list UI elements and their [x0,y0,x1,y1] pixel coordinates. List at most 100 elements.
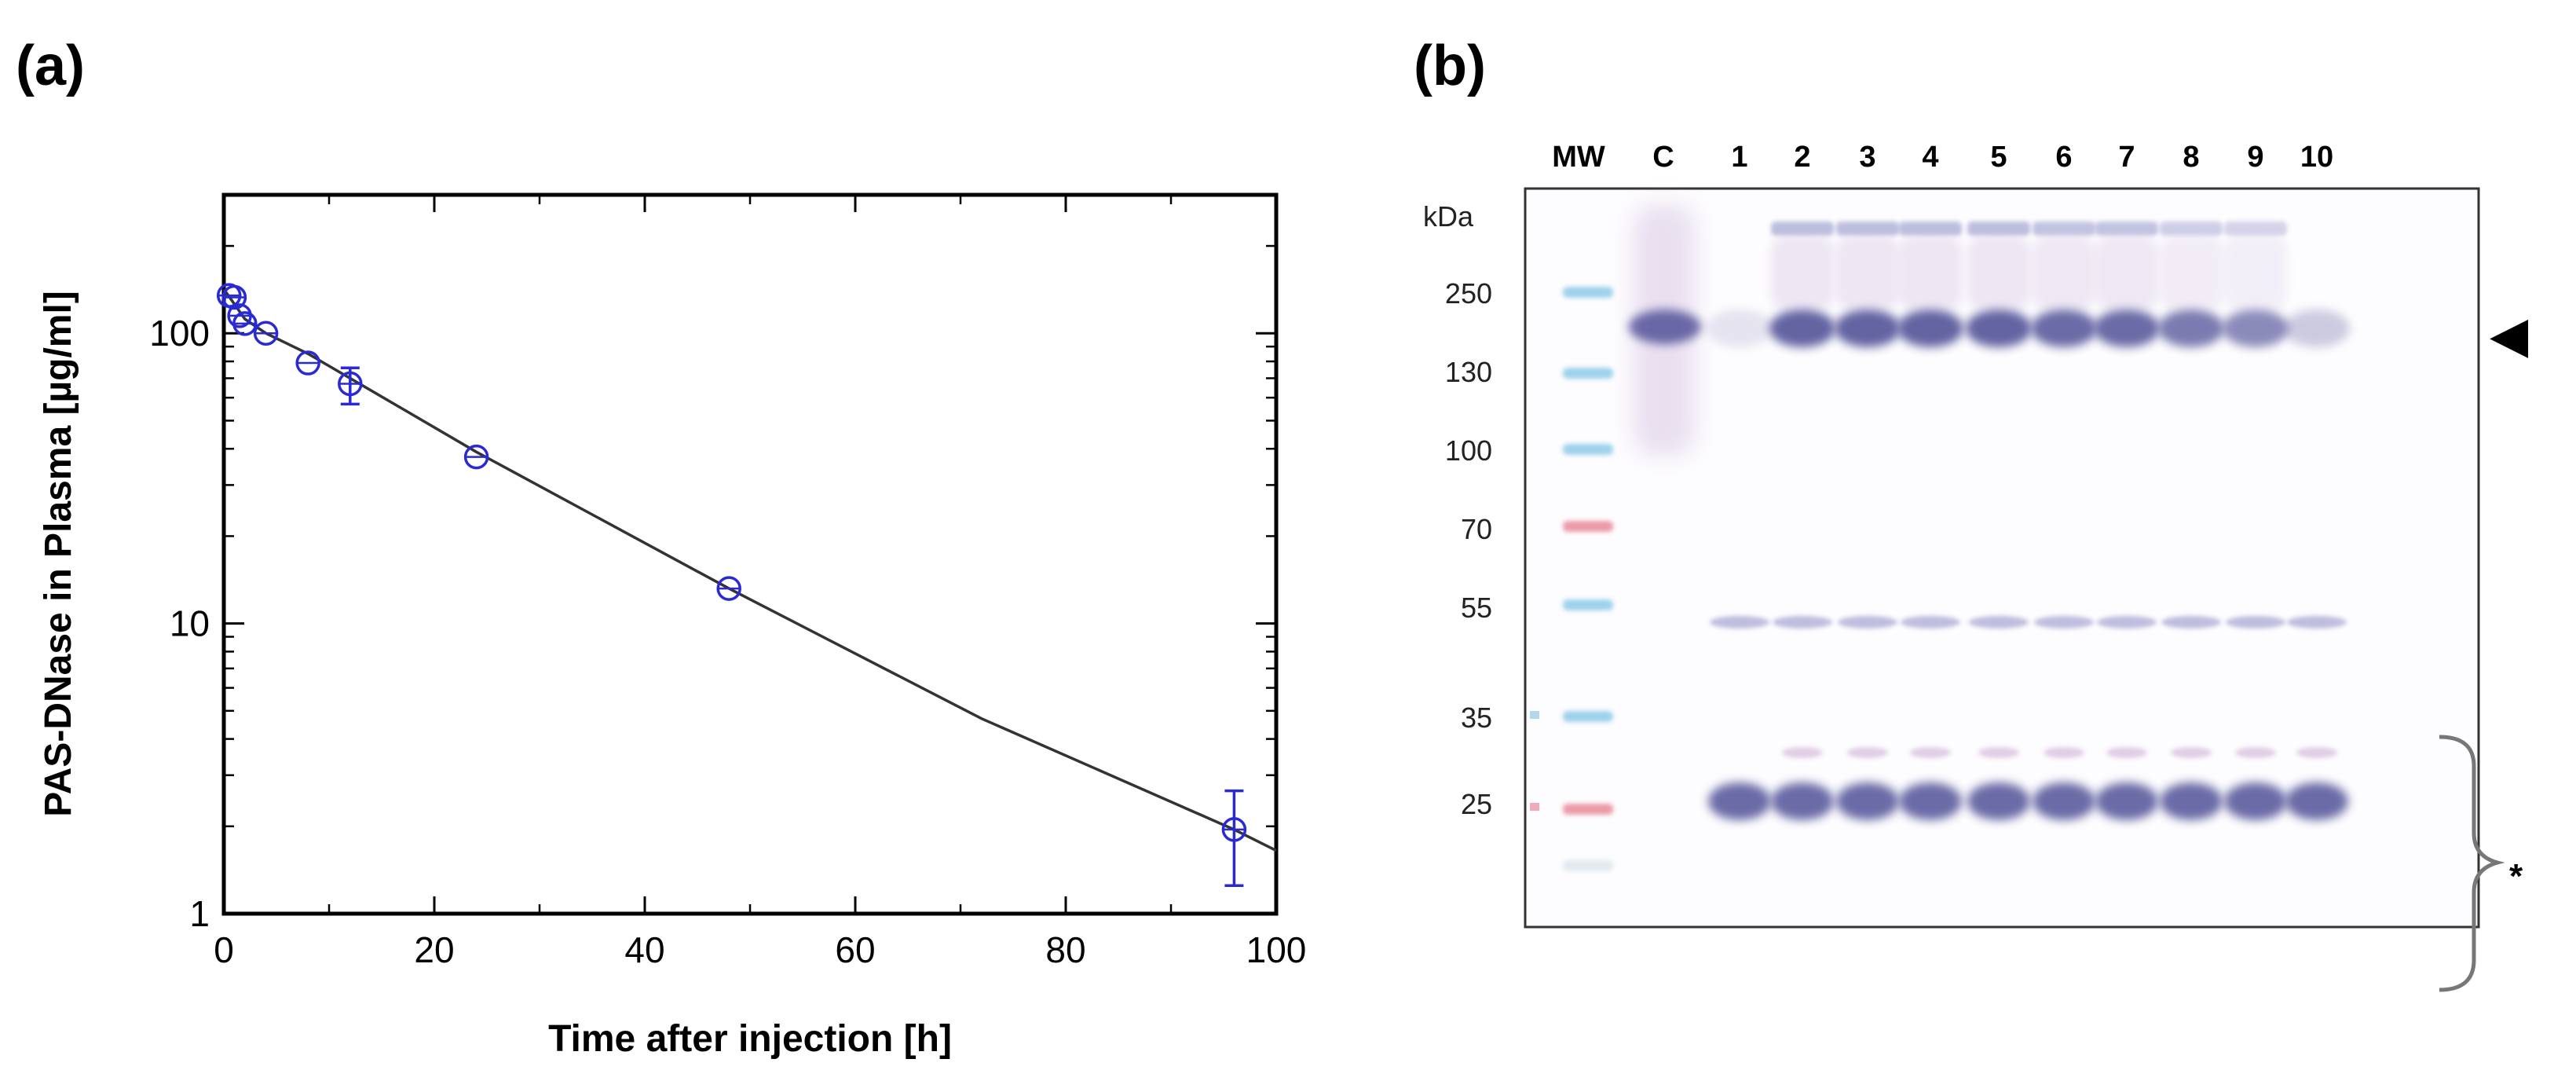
mw-marker-label: 70 [1461,513,1492,545]
lower-band [2095,782,2158,820]
lower-band [1836,782,1899,820]
plot-frame [221,192,1279,916]
top-band [2033,222,2095,236]
faint-band [2044,747,2084,758]
top-band [1771,222,1834,236]
mid-band [1969,616,2029,628]
sample-lane [1707,310,1773,820]
panel-a-line-chart: (a) 0 20 40 60 80 100 1 10 100 Time after inject… [16,35,1306,1060]
lane-label: 4 [1922,141,1938,174]
x-tick-label: 100 [1246,929,1307,970]
mid-band [1838,616,1897,628]
x-tick-label: 40 [624,929,664,970]
lane-label: 10 [2300,141,2333,174]
top-band [1899,222,1962,236]
lane-label: 2 [1794,141,1810,174]
data-point [232,311,258,336]
top-band [1836,222,1899,236]
sample-lane [1966,222,2032,820]
mw-marker-labels: 250 130 100 70 55 35 25 [1445,277,1492,820]
lane-labels: MW C 1 2 3 4 5 6 7 8 9 10 [1552,141,2333,174]
mw-marker-label: 35 [1461,702,1492,734]
faint-band [2235,747,2276,758]
data-point [253,321,279,346]
data-point [295,350,320,376]
lane-label: 3 [1859,141,1875,174]
x-axis-label: Time after injection [h] [548,1018,952,1060]
mid-band [1773,616,1832,628]
mw-marker-label: 250 [1445,277,1492,310]
y-axis-label: PAS-DNase in Plasma [µg/ml] [38,291,79,817]
lower-band [2033,782,2095,820]
lane-smear [1899,236,1962,310]
data-point [463,444,489,470]
y-tick-label: 10 [170,603,210,644]
panel-b-label: (b) [1414,35,1486,97]
data-point [1221,789,1247,887]
mw-marker-label: 55 [1461,592,1492,624]
ladder-edge-mark [1530,711,1539,719]
axis-ticks [222,193,1278,915]
mid-band [2034,616,2094,628]
panel-a-label: (a) [16,35,85,97]
mw-marker-label: 130 [1445,356,1492,388]
mid-band [2161,616,2221,628]
faint-band [1978,747,2019,758]
top-band [2224,222,2287,236]
main-band [2031,310,2097,347]
lane-smear [2224,236,2287,310]
sample-lane [2284,310,2350,820]
lower-band [2224,782,2287,820]
lane-label: 9 [2247,141,2263,174]
lane-label: 1 [1731,141,1747,174]
ladder-band [1563,444,1613,455]
faint-band [2106,747,2147,758]
lane-label: MW [1552,141,1605,174]
mid-band [1901,616,1960,628]
main-band [1707,310,1773,347]
x-tick-label: 80 [1045,929,1085,970]
top-band [2095,222,2158,236]
kda-unit-label: kDa [1423,200,1474,233]
mid-band [2097,616,2157,628]
lower-band [1771,782,1834,820]
ladder-band [1563,521,1613,532]
main-band [1966,310,2032,347]
ladder-edge-mark [1530,803,1539,811]
x-tick-label: 20 [414,929,454,970]
axis-tick-labels: 0 20 40 60 80 100 1 10 100 [149,313,1306,970]
ladder-band [1563,860,1613,871]
lower-band [2285,782,2348,820]
faint-band [2296,747,2337,758]
y-tick-label: 100 [149,313,210,354]
ladder-band [1563,711,1613,722]
lane-label: 7 [2118,141,2135,174]
lower-band [1967,782,2030,820]
data-point [221,284,247,310]
lane-label: 5 [1990,141,2007,174]
ladder-band [1563,599,1613,610]
control-main-band [1629,310,1701,344]
faint-band [2171,747,2212,758]
lane-smear [1967,236,2030,310]
main-band [2284,310,2350,347]
fit-curve [222,288,1277,852]
main-band [2094,310,2160,347]
main-band [1835,310,1901,347]
gel-bands [1530,204,2350,871]
x-tick-label: 60 [835,929,875,970]
band-arrow-marker: ◀ [2490,306,2529,363]
sample-lane [1769,222,1835,820]
lane-smear [2033,236,2095,310]
mid-band [1710,616,1769,628]
sample-lane [2223,222,2289,820]
main-band [1897,310,1963,347]
ladder-band [1563,287,1613,298]
top-band [2160,222,2223,236]
data-point [716,576,741,601]
lane-smear [2160,236,2223,310]
mw-marker-label: 100 [1445,434,1492,467]
x-tick-label: 0 [214,929,234,970]
main-band [1769,310,1835,347]
lane-smear [2095,236,2158,310]
